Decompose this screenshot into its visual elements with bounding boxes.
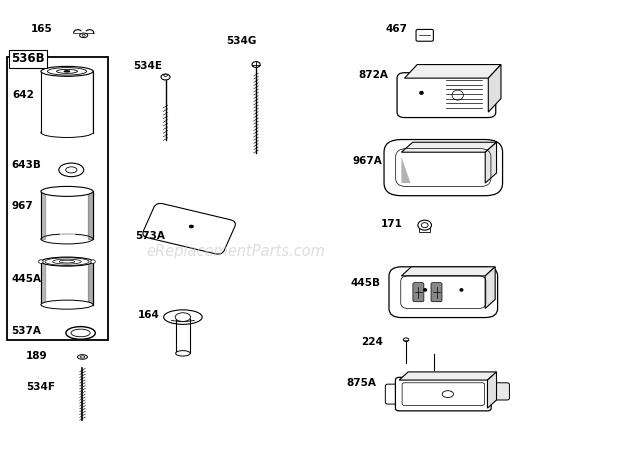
Ellipse shape xyxy=(80,356,85,358)
Ellipse shape xyxy=(41,300,93,309)
Ellipse shape xyxy=(38,260,43,264)
Ellipse shape xyxy=(161,74,170,80)
Ellipse shape xyxy=(422,222,428,227)
Text: 445A: 445A xyxy=(11,274,41,284)
FancyBboxPatch shape xyxy=(493,383,510,400)
Text: 643B: 643B xyxy=(11,160,41,170)
Ellipse shape xyxy=(53,259,81,264)
Ellipse shape xyxy=(175,313,190,322)
Text: 165: 165 xyxy=(31,24,53,34)
Polygon shape xyxy=(485,142,497,183)
Bar xyxy=(7,57,108,340)
FancyBboxPatch shape xyxy=(385,384,403,404)
FancyBboxPatch shape xyxy=(413,283,424,302)
Polygon shape xyxy=(401,142,497,152)
Ellipse shape xyxy=(82,34,86,36)
Ellipse shape xyxy=(175,351,190,356)
Polygon shape xyxy=(485,267,495,308)
FancyBboxPatch shape xyxy=(396,377,491,411)
Ellipse shape xyxy=(252,62,260,67)
Text: 875A: 875A xyxy=(346,378,376,388)
Ellipse shape xyxy=(56,69,78,73)
Ellipse shape xyxy=(66,327,95,339)
Text: 537A: 537A xyxy=(11,326,41,336)
FancyBboxPatch shape xyxy=(416,29,433,41)
Ellipse shape xyxy=(460,289,463,291)
Text: 642: 642 xyxy=(12,90,34,100)
Ellipse shape xyxy=(164,310,202,324)
Ellipse shape xyxy=(41,187,93,197)
Ellipse shape xyxy=(41,66,93,77)
Polygon shape xyxy=(401,267,495,276)
Ellipse shape xyxy=(41,128,93,138)
Ellipse shape xyxy=(71,329,90,337)
Text: 164: 164 xyxy=(138,310,159,320)
FancyBboxPatch shape xyxy=(143,203,236,254)
Bar xyxy=(41,71,93,132)
Text: 189: 189 xyxy=(26,351,48,361)
Ellipse shape xyxy=(190,226,193,227)
Ellipse shape xyxy=(79,33,88,38)
FancyBboxPatch shape xyxy=(384,140,503,196)
Text: 967A: 967A xyxy=(352,156,382,166)
Polygon shape xyxy=(399,372,497,380)
Bar xyxy=(41,261,93,304)
Ellipse shape xyxy=(164,74,167,77)
Ellipse shape xyxy=(424,289,427,291)
Ellipse shape xyxy=(420,92,423,94)
Text: 573A: 573A xyxy=(135,231,165,241)
Text: 872A: 872A xyxy=(358,70,388,80)
Bar xyxy=(175,319,190,353)
Ellipse shape xyxy=(41,234,93,244)
Text: 534E: 534E xyxy=(133,61,162,71)
Ellipse shape xyxy=(91,260,95,264)
Ellipse shape xyxy=(404,338,409,342)
Bar xyxy=(419,225,430,232)
Text: eReplacementParts.com: eReplacementParts.com xyxy=(146,244,325,259)
Text: 536B: 536B xyxy=(11,53,45,65)
Text: 467: 467 xyxy=(386,24,407,34)
Polygon shape xyxy=(401,157,410,183)
Bar xyxy=(41,191,93,239)
Text: 445B: 445B xyxy=(350,278,380,288)
Ellipse shape xyxy=(59,163,84,177)
Ellipse shape xyxy=(418,220,432,230)
FancyBboxPatch shape xyxy=(431,283,442,302)
Text: 171: 171 xyxy=(381,219,403,229)
Text: 224: 224 xyxy=(361,337,383,347)
FancyBboxPatch shape xyxy=(389,267,498,318)
Ellipse shape xyxy=(64,71,69,72)
Text: 967: 967 xyxy=(11,201,33,211)
Polygon shape xyxy=(404,65,501,78)
Ellipse shape xyxy=(78,355,87,359)
Polygon shape xyxy=(487,372,497,408)
Polygon shape xyxy=(489,65,501,112)
Text: 534F: 534F xyxy=(26,382,55,392)
Ellipse shape xyxy=(66,167,77,173)
Ellipse shape xyxy=(41,257,93,266)
Text: 534G: 534G xyxy=(226,36,257,46)
FancyBboxPatch shape xyxy=(397,72,496,117)
